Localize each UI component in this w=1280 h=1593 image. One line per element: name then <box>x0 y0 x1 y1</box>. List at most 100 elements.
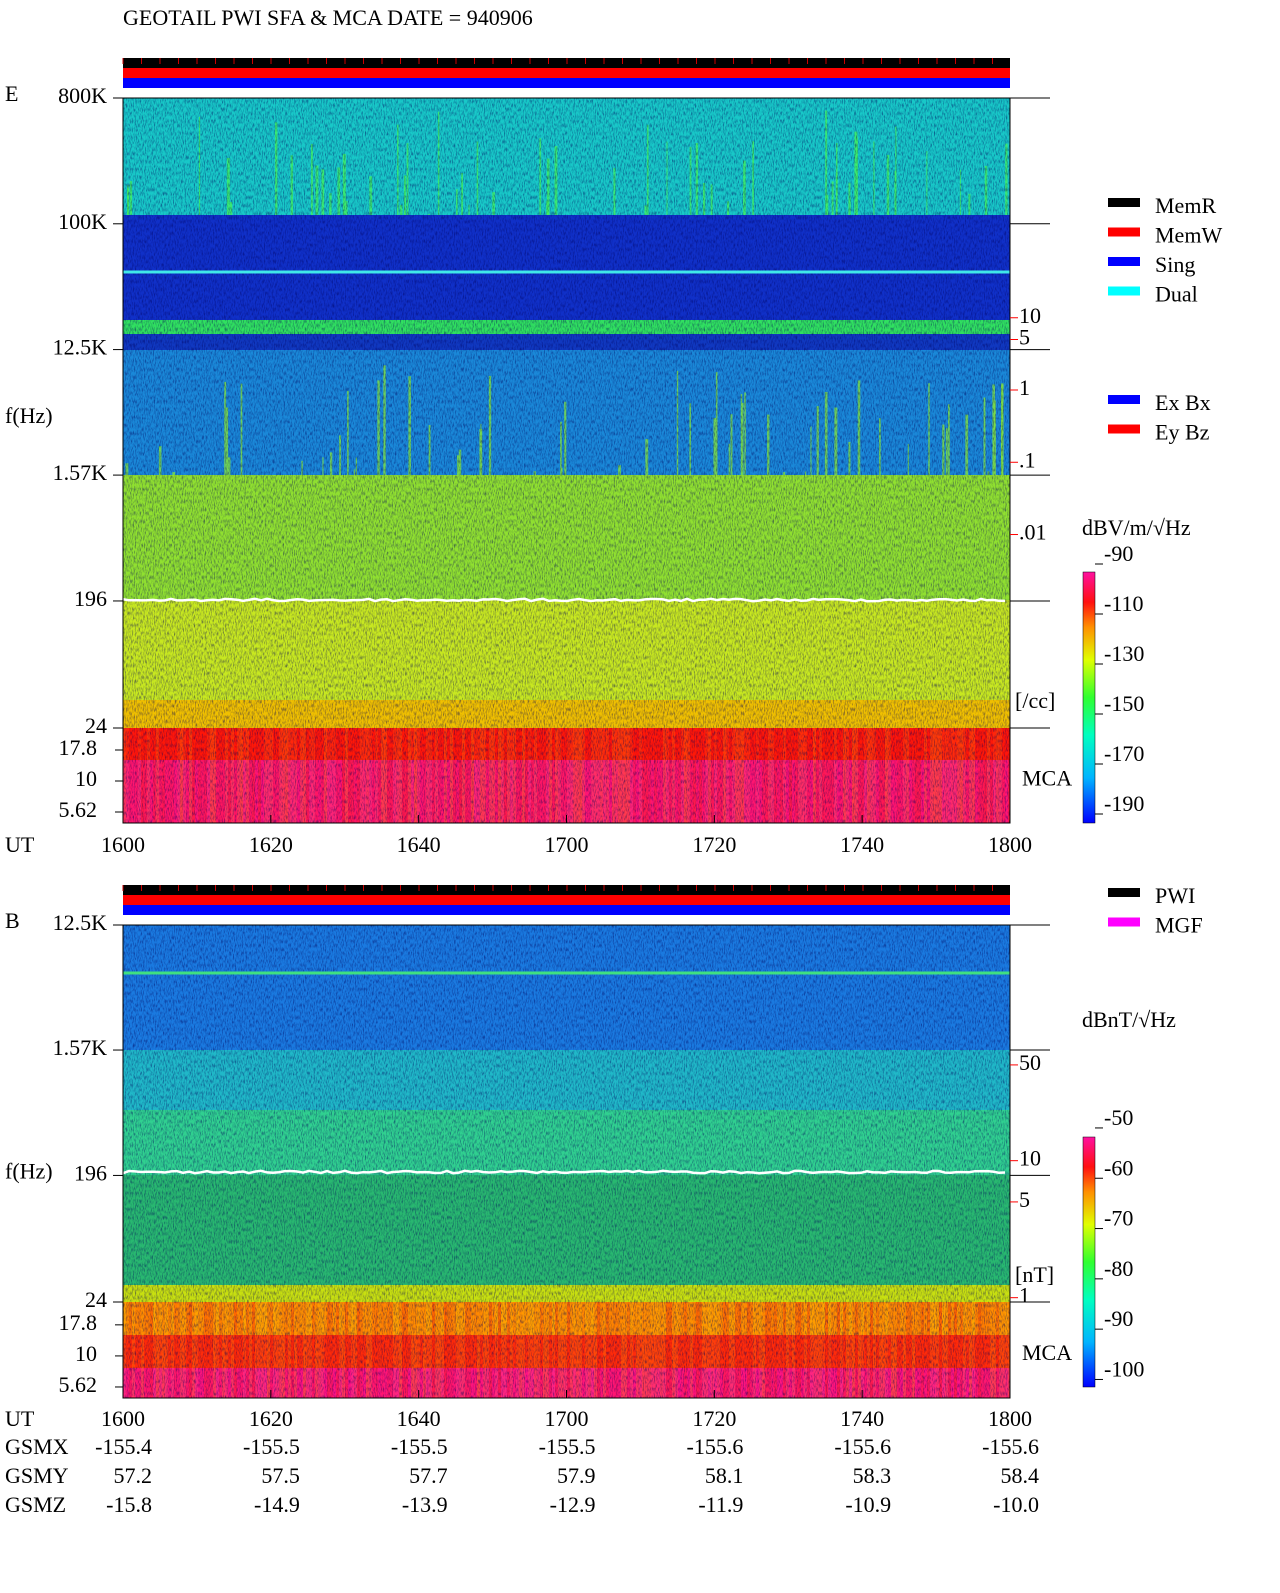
legend-label: Sing <box>1155 252 1195 277</box>
legend-swatch <box>1108 395 1140 404</box>
y-tick-label: 12.5K <box>53 335 108 360</box>
y-tick-label: 100K <box>58 209 107 234</box>
legend-swatch <box>1108 257 1140 266</box>
orbit-value: 58.4 <box>1001 1463 1040 1488</box>
right-tick-label: 10 <box>1019 303 1041 328</box>
legend-swatch <box>1108 198 1140 207</box>
x-axis-label: UT <box>5 1406 35 1431</box>
y-tick-label: 196 <box>74 586 107 611</box>
colorbar <box>1082 571 1096 824</box>
panel-label: E <box>5 81 18 106</box>
orbit-value: -155.5 <box>243 1434 300 1459</box>
x-tick-label: 1600 <box>101 832 145 857</box>
legend-label: MGF <box>1155 913 1203 938</box>
legend-label: MemR <box>1155 193 1216 218</box>
orbit-value: -13.9 <box>402 1492 448 1517</box>
status-bar <box>123 68 1010 78</box>
colorbar-label: dBnT/√Hz <box>1082 1007 1176 1032</box>
y-tick-label: 1.57K <box>53 1035 108 1060</box>
colorbar-tick-label: -50 <box>1104 1105 1133 1130</box>
orbit-value: -155.5 <box>391 1434 448 1459</box>
orbit-value: 58.1 <box>705 1463 744 1488</box>
x-tick-label: 1620 <box>249 832 293 857</box>
orbit-value: 57.5 <box>261 1463 300 1488</box>
y-tick-label: 24 <box>85 713 107 738</box>
x-tick-label: 1620 <box>249 1406 293 1431</box>
colorbar-tick-label: -110 <box>1104 591 1144 616</box>
mca-tick-label: 5.62 <box>59 1372 98 1397</box>
y-axis-label: f(Hz) <box>5 1159 53 1184</box>
orbit-value: -155.6 <box>687 1434 744 1459</box>
orbit-value: -14.9 <box>254 1492 300 1517</box>
spectrogram-noise <box>123 925 1010 1398</box>
right-tick-label: 5 <box>1019 325 1030 350</box>
status-bar <box>123 78 1010 88</box>
colorbar-tick-label: -80 <box>1104 1256 1133 1281</box>
colorbar-tick-label: -90 <box>1104 1306 1133 1331</box>
status-bar <box>123 905 1010 915</box>
x-tick-label: 1640 <box>397 1406 441 1431</box>
orbit-value: -12.9 <box>550 1492 596 1517</box>
mca-tick-label: 10 <box>75 766 97 791</box>
right-tick-label: 1 <box>1019 375 1030 400</box>
orbit-value: -155.4 <box>95 1434 152 1459</box>
cyclotron-line <box>123 597 1006 603</box>
x-tick-label: 1640 <box>397 832 441 857</box>
orbit-row-label: GSMX <box>5 1434 69 1459</box>
mca-tick-label: 17.8 <box>59 1310 98 1335</box>
x-tick-label: 1800 <box>988 1406 1032 1431</box>
colorbar-label: dBV/m/√Hz <box>1082 515 1191 540</box>
spectrogram <box>123 98 1010 823</box>
right-tick-label: 1 <box>1019 1283 1030 1308</box>
x-axis-label: UT <box>5 832 35 857</box>
y-tick-label: 1.57K <box>53 460 108 485</box>
colorbar-tick-label: -90 <box>1104 541 1133 566</box>
x-tick-label: 1700 <box>545 1406 589 1431</box>
right-tick-label: .1 <box>1019 447 1036 472</box>
right-tick-label: 5 <box>1019 1187 1030 1212</box>
colorbar-tick-label: -100 <box>1104 1357 1144 1382</box>
orbit-value: 58.3 <box>853 1463 892 1488</box>
colorbar-tick-label: -190 <box>1104 791 1144 816</box>
legend-swatch <box>1108 917 1140 927</box>
legend-label: MemW <box>1155 223 1222 248</box>
legend-label: Ex Bx <box>1155 390 1211 415</box>
orbit-value: -15.8 <box>106 1492 152 1517</box>
orbit-value: 57.9 <box>557 1463 596 1488</box>
mca-tick-label: 17.8 <box>59 735 98 760</box>
spectrogram <box>123 925 1010 1398</box>
colorbar-tick-label: -150 <box>1104 691 1144 716</box>
legend-swatch <box>1108 888 1140 897</box>
orbit-row-label: GSMY <box>5 1463 69 1488</box>
y-tick-label: 800K <box>58 83 107 108</box>
panel-label: B <box>5 908 20 933</box>
colorbar <box>1082 1136 1096 1388</box>
colorbar-tick-label: -130 <box>1104 641 1144 666</box>
legend-swatch <box>1108 227 1140 237</box>
x-tick-label: 1720 <box>692 1406 736 1431</box>
mca-tick-label: 5.62 <box>59 797 98 822</box>
x-tick-label: 1740 <box>840 832 884 857</box>
x-tick-label: 1800 <box>988 832 1032 857</box>
orbit-value: -155.5 <box>539 1434 596 1459</box>
orbit-value: -10.0 <box>993 1492 1039 1517</box>
orbit-value: -10.9 <box>845 1492 891 1517</box>
y-axis-label: f(Hz) <box>5 403 53 428</box>
right-tick-label: 10 <box>1019 1146 1041 1171</box>
x-tick-label: 1720 <box>692 832 736 857</box>
right-tick-label: .01 <box>1019 520 1047 545</box>
right-tick-label: 50 <box>1019 1050 1041 1075</box>
y-tick-label: 24 <box>85 1287 107 1312</box>
chart-title: GEOTAIL PWI SFA & MCA DATE = 940906 <box>123 5 533 30</box>
orbit-value: -11.9 <box>698 1492 743 1517</box>
right-axis-label: [/cc] <box>1015 688 1055 713</box>
orbit-value: 57.7 <box>409 1463 448 1488</box>
legend-label: PWI <box>1155 883 1195 908</box>
x-tick-label: 1600 <box>101 1406 145 1431</box>
status-bar <box>123 895 1010 905</box>
colorbar-tick-label: -170 <box>1104 741 1144 766</box>
x-tick-label: 1700 <box>545 832 589 857</box>
colorbar-tick-label: -70 <box>1104 1206 1133 1231</box>
cyclotron-line <box>123 1169 1006 1175</box>
